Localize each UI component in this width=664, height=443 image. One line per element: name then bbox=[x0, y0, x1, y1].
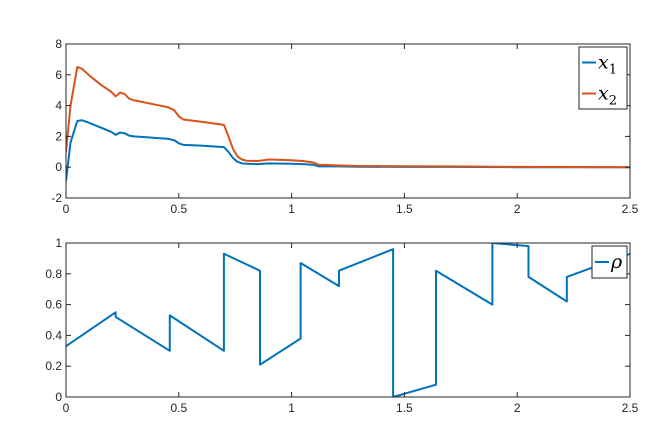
legend-label: x2 bbox=[598, 83, 617, 109]
x-tick-label: 1 bbox=[288, 401, 295, 415]
legend-label: x1 bbox=[598, 52, 617, 78]
series-line-x2 bbox=[66, 66, 630, 169]
y-tick-label: 0.2 bbox=[45, 359, 62, 373]
x-tick-label: 0 bbox=[63, 202, 70, 216]
y-tick-label: 0 bbox=[55, 390, 62, 404]
legend-label: ρ bbox=[610, 251, 623, 273]
x-tick-label: 2.5 bbox=[622, 202, 639, 216]
series-line-x1 bbox=[66, 119, 630, 182]
legend-label-name: x bbox=[598, 52, 609, 74]
legend-label-subscript: 2 bbox=[609, 94, 617, 109]
x-tick-label: 1.5 bbox=[396, 401, 413, 415]
x-tick-label: 2 bbox=[514, 202, 521, 216]
axes-box bbox=[65, 43, 631, 199]
axes-box bbox=[65, 242, 631, 398]
legend: ρ bbox=[591, 245, 628, 279]
x-tick-label: 1.5 bbox=[396, 202, 413, 216]
x-tick-label: 2.5 bbox=[622, 401, 639, 415]
y-tick-label: 0.4 bbox=[45, 328, 62, 342]
x-tick-label: 0.5 bbox=[170, 202, 187, 216]
bottom-chart: 0 0.5 1 1.5 2 2.5 0 0.2 0.4 0.6 0.8 1 ρ bbox=[45, 236, 638, 415]
y-tick-label: 4 bbox=[55, 99, 62, 113]
y-tick-label: 0 bbox=[55, 160, 62, 174]
x-tick-label: 0 bbox=[63, 401, 70, 415]
legend-box bbox=[578, 46, 628, 110]
y-tick-label: 0.6 bbox=[45, 298, 62, 312]
x-tick-label: 0.5 bbox=[170, 401, 187, 415]
y-tick-label: 8 bbox=[55, 37, 62, 51]
legend-label-name: ρ bbox=[610, 251, 623, 273]
y-tick-label: 0.8 bbox=[45, 267, 62, 281]
x-tick-label: 1 bbox=[288, 202, 295, 216]
legend-label-subscript: 1 bbox=[609, 63, 617, 78]
y-tick-label: -2 bbox=[51, 191, 62, 205]
series-line-ρ bbox=[66, 243, 630, 397]
y-tick-label: 2 bbox=[55, 129, 62, 143]
y-tick-label: 1 bbox=[55, 236, 62, 250]
legend-label-name: x bbox=[598, 83, 609, 105]
x-tick-label: 2 bbox=[514, 401, 521, 415]
y-tick-label: 6 bbox=[55, 68, 62, 82]
